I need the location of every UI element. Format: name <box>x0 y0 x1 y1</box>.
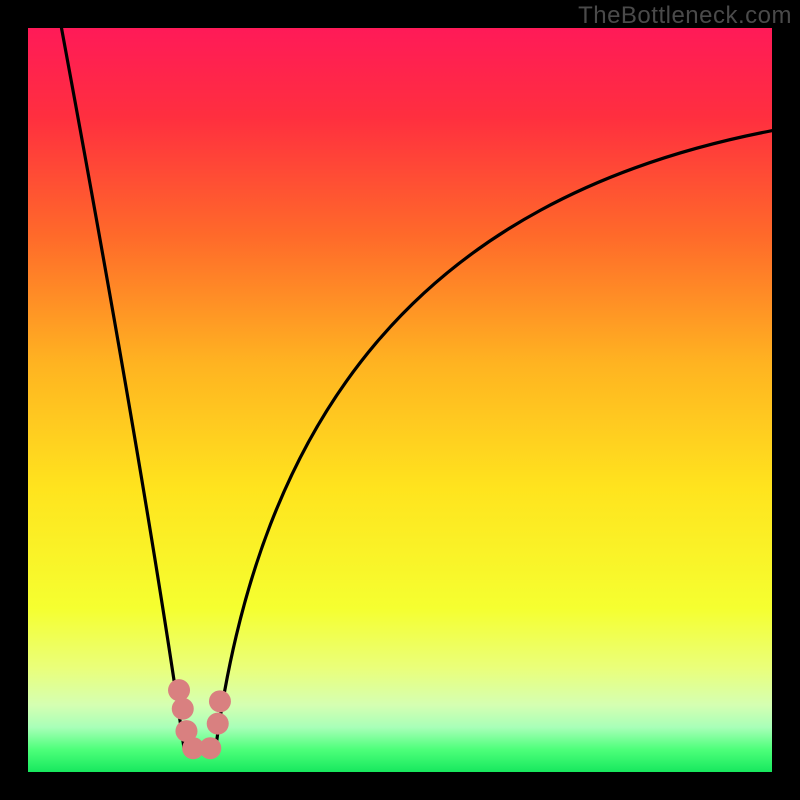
data-marker <box>168 679 190 701</box>
data-marker <box>207 713 229 735</box>
curve-svg <box>28 28 772 772</box>
data-marker <box>199 737 221 759</box>
data-marker <box>209 690 231 712</box>
watermark-text: TheBottleneck.com <box>578 2 792 30</box>
plot-area <box>28 28 772 772</box>
data-marker <box>172 698 194 720</box>
right-curve <box>215 131 772 750</box>
left-curve <box>61 28 184 750</box>
chart-frame: TheBottleneck.com <box>0 0 800 800</box>
